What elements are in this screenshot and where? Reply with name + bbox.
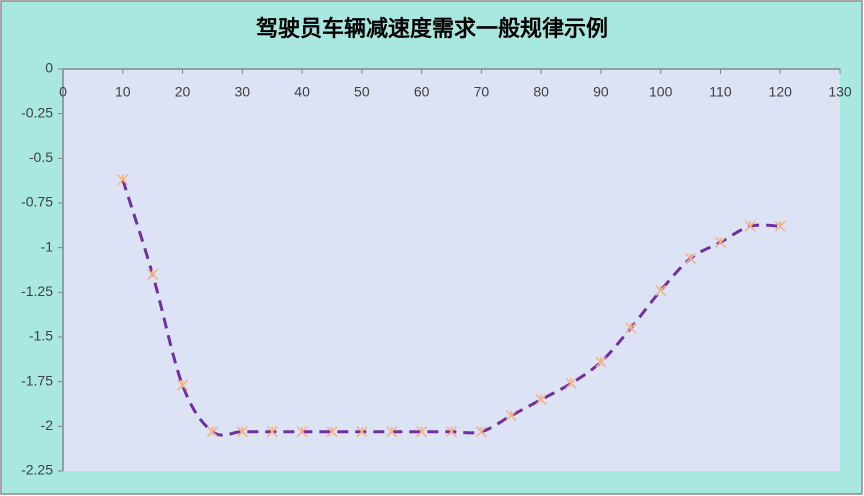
x-tick-label: 40 xyxy=(294,84,310,100)
x-tick-label: 30 xyxy=(235,84,251,100)
x-tick-label: 120 xyxy=(769,84,793,100)
marker xyxy=(595,356,607,368)
plot-area xyxy=(63,69,840,471)
marker xyxy=(326,426,338,438)
marker xyxy=(625,322,637,334)
marker xyxy=(236,426,248,438)
x-tick-label: 50 xyxy=(354,84,370,100)
x-tick-label: 60 xyxy=(414,84,430,100)
y-tick-label: -2.25 xyxy=(21,462,53,478)
marker xyxy=(356,426,368,438)
marker xyxy=(655,284,667,297)
y-tick-label: -0.75 xyxy=(21,194,53,210)
marker xyxy=(206,426,218,438)
marker xyxy=(475,426,487,438)
y-tick-label: -1 xyxy=(41,238,54,254)
marker xyxy=(535,393,547,406)
x-tick-label: 80 xyxy=(533,84,549,100)
y-tick-label: -0.25 xyxy=(21,104,53,120)
marker xyxy=(147,268,159,281)
marker xyxy=(445,426,458,438)
y-tick-label: -1.5 xyxy=(29,328,53,344)
x-tick-label: 0 xyxy=(59,84,67,100)
y-tick-label: -1.75 xyxy=(21,372,53,388)
marker xyxy=(117,174,129,186)
marker xyxy=(714,236,727,248)
marker xyxy=(176,379,189,391)
x-tick-label: 130 xyxy=(828,84,852,100)
x-tick-label: 90 xyxy=(593,84,609,100)
y-tick-label: -2 xyxy=(41,417,54,433)
marker xyxy=(266,426,278,438)
marker xyxy=(774,220,786,232)
y-tick-label: -1.25 xyxy=(21,283,53,299)
x-tick-label: 10 xyxy=(115,84,131,100)
marker xyxy=(505,410,517,422)
marker xyxy=(744,220,756,232)
x-tick-label: 20 xyxy=(175,84,191,100)
y-tick-label: -0.5 xyxy=(29,149,53,165)
marker xyxy=(685,252,697,264)
marker xyxy=(565,377,577,390)
series-line xyxy=(121,179,781,437)
chart-title: 驾驶员车辆减速度需求一般规律示例 xyxy=(256,16,608,42)
y-tick-label: 0 xyxy=(45,60,53,76)
marker xyxy=(416,426,428,438)
x-tick-label: 70 xyxy=(474,84,490,100)
x-tick-label: 100 xyxy=(649,84,673,100)
marker xyxy=(296,426,308,438)
x-tick-label: 110 xyxy=(709,84,732,100)
marker xyxy=(386,426,398,438)
